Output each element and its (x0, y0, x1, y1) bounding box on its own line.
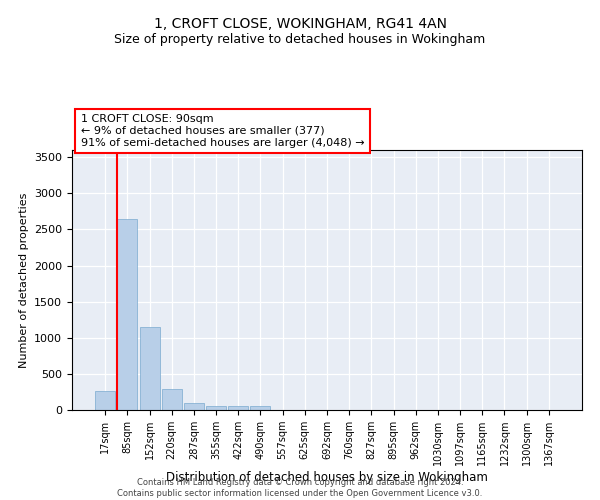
Bar (140, 327, 160, 410)
Text: Contains HM Land Registry data © Crown copyright and database right 2024.
Contai: Contains HM Land Registry data © Crown c… (118, 478, 482, 498)
Bar (250, 406, 271, 410)
Bar (206, 406, 226, 410)
Bar (162, 389, 182, 410)
Bar (184, 403, 204, 410)
Text: 1, CROFT CLOSE, WOKINGHAM, RG41 4AN: 1, CROFT CLOSE, WOKINGHAM, RG41 4AN (154, 18, 446, 32)
Bar (118, 218, 137, 410)
Text: Size of property relative to detached houses in Wokingham: Size of property relative to detached ho… (115, 32, 485, 46)
Text: 1 CROFT CLOSE: 90sqm
← 9% of detached houses are smaller (377)
91% of semi-detac: 1 CROFT CLOSE: 90sqm ← 9% of detached ho… (81, 114, 365, 148)
Bar (228, 406, 248, 410)
Y-axis label: Number of detached properties: Number of detached properties (19, 192, 29, 368)
Bar (95, 390, 115, 410)
X-axis label: Distribution of detached houses by size in Wokingham: Distribution of detached houses by size … (166, 471, 488, 484)
